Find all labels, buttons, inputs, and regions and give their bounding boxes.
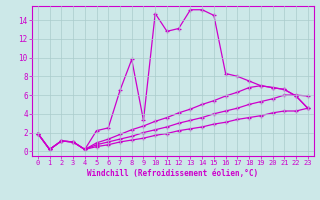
X-axis label: Windchill (Refroidissement éolien,°C): Windchill (Refroidissement éolien,°C) bbox=[87, 169, 258, 178]
